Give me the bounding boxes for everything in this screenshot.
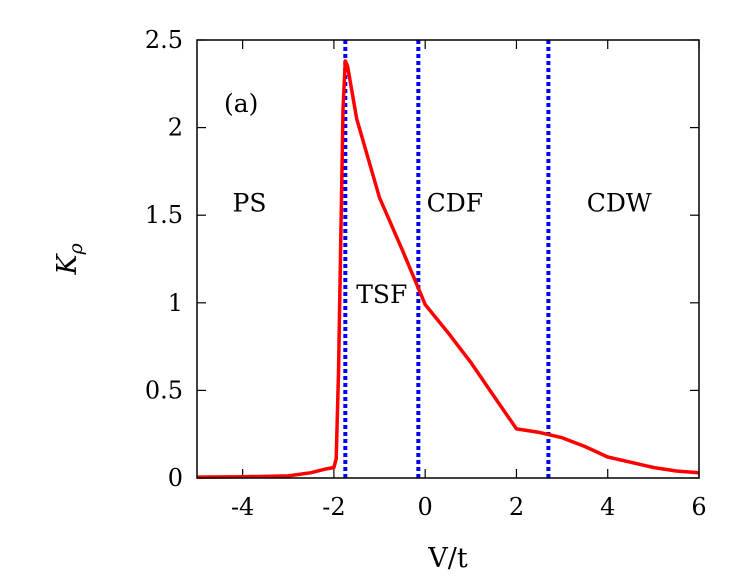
plot-frame (196, 39, 700, 479)
x-tick-label: 6 (691, 493, 706, 521)
svg-text:Kρ: Kρ (52, 243, 87, 276)
x-tick-label: 0 (418, 493, 433, 521)
phase-boundaries (343, 40, 551, 478)
y-tick-label: 1 (168, 289, 183, 317)
region-label: PS (233, 189, 267, 218)
series-layer (196, 59, 700, 479)
region-label: CDW (587, 189, 652, 218)
y-tick-label: 2.5 (145, 26, 183, 54)
ticks-layer: -4 -2 0 2 4 6 0 0.5 1 1.5 2 2.5 (145, 26, 707, 521)
y-tick-label: 2 (168, 114, 183, 142)
panel-label: (a) (224, 89, 258, 118)
x-tick-label: 4 (600, 493, 615, 521)
region-label: TSF (356, 280, 407, 309)
x-tick-label: -4 (231, 493, 254, 521)
y-axis-label-sub: ρ (65, 243, 87, 256)
y-tick-label: 0.5 (145, 376, 183, 404)
region-label: CDF (427, 189, 484, 218)
series-line (196, 59, 700, 479)
labels-layer: PS TSF CDF CDW (233, 189, 652, 309)
y-axis-label: Kρ (52, 243, 87, 276)
y-axis-label-main: K (52, 253, 83, 276)
x-tick-label: -2 (322, 493, 345, 521)
y-tick-label: 1.5 (145, 201, 183, 229)
x-tick-label: 2 (509, 493, 524, 521)
x-axis-label: V/t (427, 543, 468, 574)
y-tick-label: 0 (168, 464, 183, 492)
